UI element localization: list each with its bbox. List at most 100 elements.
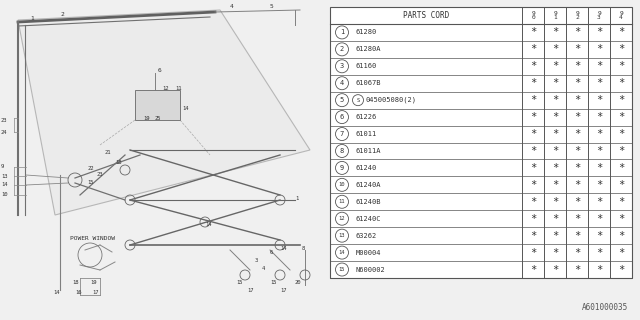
Text: *: *: [618, 214, 624, 224]
Text: S: S: [356, 98, 360, 103]
Text: *: *: [596, 180, 602, 190]
Text: 5: 5: [340, 97, 344, 103]
Text: *: *: [530, 112, 536, 122]
Text: 15: 15: [270, 281, 276, 285]
Text: *: *: [552, 28, 558, 37]
Text: 21: 21: [105, 150, 111, 156]
Text: 15: 15: [339, 267, 345, 272]
Text: 10: 10: [1, 193, 8, 197]
Text: 18: 18: [115, 161, 122, 165]
Text: 3: 3: [340, 63, 344, 69]
Text: *: *: [618, 180, 624, 190]
Text: 61011A: 61011A: [356, 148, 381, 154]
Text: 9: 9: [340, 165, 344, 171]
Text: *: *: [618, 112, 624, 122]
Text: 23: 23: [1, 117, 8, 123]
Text: 13: 13: [1, 173, 8, 179]
Text: *: *: [552, 265, 558, 275]
Text: *: *: [552, 95, 558, 105]
Text: 61240B: 61240B: [356, 199, 381, 205]
Text: *: *: [552, 112, 558, 122]
Polygon shape: [18, 10, 310, 215]
Text: 9
2: 9 2: [575, 11, 579, 20]
Text: 61280A: 61280A: [356, 46, 381, 52]
Text: *: *: [574, 180, 580, 190]
Text: 22: 22: [88, 165, 95, 171]
Text: *: *: [618, 231, 624, 241]
Text: *: *: [530, 197, 536, 207]
Text: 15: 15: [236, 281, 243, 285]
Text: *: *: [596, 95, 602, 105]
Text: *: *: [552, 61, 558, 71]
Text: *: *: [574, 146, 580, 156]
Text: 61226: 61226: [356, 114, 377, 120]
Text: 1: 1: [340, 29, 344, 36]
Text: *: *: [530, 129, 536, 139]
Text: 14: 14: [205, 222, 211, 228]
Text: *: *: [596, 214, 602, 224]
Text: 16: 16: [75, 290, 81, 294]
Text: 25: 25: [155, 116, 161, 121]
Text: *: *: [574, 265, 580, 275]
Text: 61240C: 61240C: [356, 216, 381, 222]
Text: 11: 11: [175, 85, 182, 91]
Text: *: *: [618, 44, 624, 54]
Text: *: *: [596, 61, 602, 71]
Text: *: *: [596, 78, 602, 88]
Text: *: *: [618, 129, 624, 139]
Text: *: *: [618, 248, 624, 258]
Text: *: *: [596, 248, 602, 258]
Text: *: *: [574, 28, 580, 37]
Text: *: *: [618, 78, 624, 88]
Text: 19: 19: [90, 279, 97, 284]
Text: 23: 23: [97, 172, 104, 178]
Text: 9: 9: [1, 164, 4, 170]
Text: 14: 14: [339, 250, 345, 255]
Text: *: *: [530, 95, 536, 105]
Text: *: *: [530, 180, 536, 190]
Text: *: *: [574, 112, 580, 122]
Text: *: *: [552, 129, 558, 139]
Text: 7: 7: [340, 131, 344, 137]
Text: *: *: [596, 163, 602, 173]
Text: 9
4: 9 4: [619, 11, 623, 20]
Text: 17: 17: [247, 287, 253, 292]
Text: 61160: 61160: [356, 63, 377, 69]
Text: *: *: [552, 248, 558, 258]
Text: 4: 4: [262, 266, 265, 270]
Text: 14: 14: [1, 182, 8, 188]
Text: *: *: [530, 231, 536, 241]
Text: 61280: 61280: [356, 29, 377, 36]
Text: *: *: [530, 214, 536, 224]
Text: 61240: 61240: [356, 165, 377, 171]
Text: *: *: [574, 78, 580, 88]
Text: *: *: [596, 28, 602, 37]
Text: 11: 11: [339, 199, 345, 204]
Text: 20: 20: [295, 281, 301, 285]
Text: 9
1: 9 1: [553, 11, 557, 20]
Text: *: *: [574, 44, 580, 54]
Text: *: *: [596, 231, 602, 241]
Text: 13: 13: [339, 233, 345, 238]
Text: *: *: [618, 197, 624, 207]
Text: *: *: [530, 78, 536, 88]
Text: *: *: [574, 95, 580, 105]
Text: 61240A: 61240A: [356, 182, 381, 188]
Text: 61011: 61011: [356, 131, 377, 137]
Text: 6: 6: [270, 251, 273, 255]
Text: 24: 24: [1, 130, 8, 134]
Text: *: *: [530, 44, 536, 54]
Text: 17: 17: [92, 290, 99, 294]
Text: 8: 8: [302, 245, 305, 251]
Text: 6: 6: [340, 114, 344, 120]
Text: 14: 14: [53, 291, 60, 295]
Bar: [330, 7, 632, 278]
Text: *: *: [530, 61, 536, 71]
Text: *: *: [530, 265, 536, 275]
Text: 6: 6: [158, 68, 162, 73]
Text: 1: 1: [30, 15, 34, 20]
Text: A601000035: A601000035: [582, 303, 628, 313]
Text: 14: 14: [182, 106, 189, 110]
Text: *: *: [596, 44, 602, 54]
Text: 63262: 63262: [356, 233, 377, 239]
